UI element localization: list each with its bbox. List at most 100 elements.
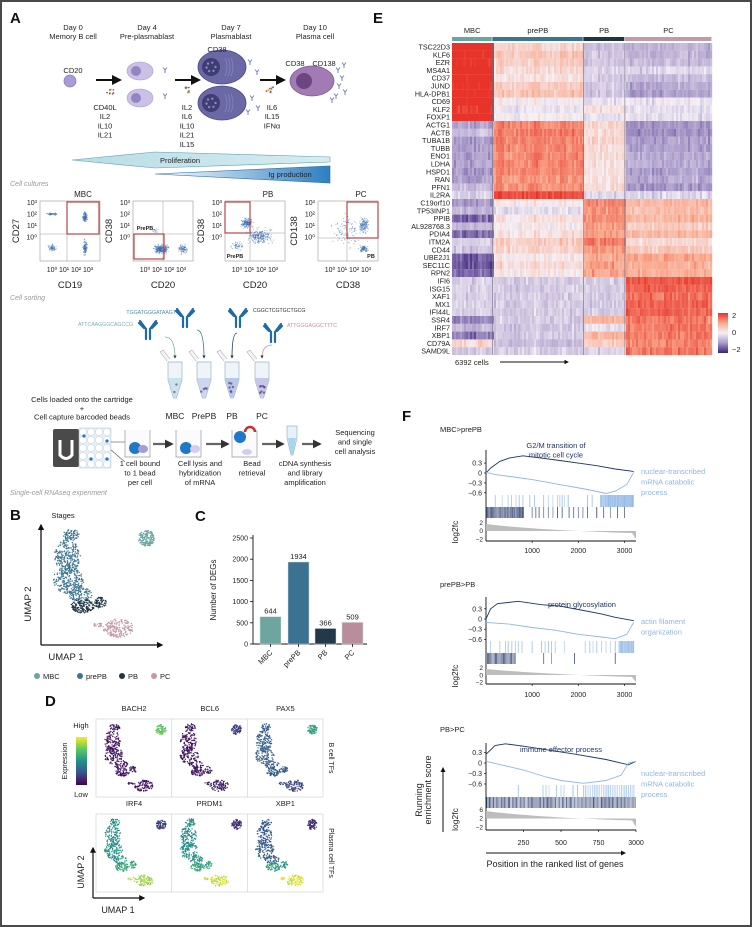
umap-point — [65, 569, 67, 571]
flow-event-dot — [81, 246, 84, 249]
flow-event-dot — [185, 251, 188, 253]
umap-point — [218, 783, 221, 785]
flow-event-dot — [266, 238, 268, 240]
umap-point — [288, 781, 290, 783]
flow-event-dot — [157, 243, 159, 245]
umap-point — [191, 772, 193, 774]
umap-point — [146, 783, 148, 785]
umap-point — [200, 767, 202, 769]
umap-point — [126, 621, 129, 623]
umap-point — [188, 725, 191, 727]
umap-point — [73, 602, 76, 604]
umap-point — [192, 752, 195, 755]
flow-event-dot — [354, 239, 356, 242]
umap-point — [189, 742, 192, 744]
umap-point — [70, 588, 73, 590]
flow-event-dot — [155, 252, 157, 254]
umap-point — [78, 579, 81, 581]
umap-point — [73, 531, 75, 533]
umap-point — [141, 531, 143, 534]
umap-point — [113, 628, 116, 630]
flow-event-dot — [85, 221, 87, 223]
umap-point — [115, 620, 117, 622]
flow-event-dot — [237, 244, 239, 246]
umap-point — [115, 628, 117, 630]
umap-point — [114, 747, 116, 750]
umap-point — [217, 790, 220, 792]
umap-point — [186, 761, 189, 763]
umap-point — [106, 743, 108, 745]
umap-point — [63, 550, 66, 552]
umap-point — [115, 630, 118, 633]
x-axis-label: CD19 — [58, 280, 82, 291]
umap-point — [144, 780, 146, 783]
umap-point — [297, 779, 299, 781]
umap-point — [143, 536, 146, 539]
umap-point — [192, 729, 194, 732]
cytokine-icon — [269, 91, 272, 93]
y-tick-label: 1000 — [232, 599, 248, 606]
flow-event-dot — [85, 247, 87, 249]
umap-point — [198, 774, 201, 777]
umap-point — [151, 782, 153, 784]
flow-event-dot — [343, 228, 345, 230]
flow-event-dot — [260, 237, 262, 239]
umap-point — [58, 578, 60, 581]
umap-point — [270, 750, 272, 752]
flow-event-dot — [253, 238, 255, 240]
cytokine-label: IL6 — [267, 103, 277, 112]
umap-point — [147, 533, 149, 535]
panel-label-a: A — [10, 10, 21, 27]
umap-point — [150, 537, 153, 539]
umap-point — [149, 542, 151, 544]
flow-event-dot — [264, 241, 266, 243]
umap-point — [120, 749, 122, 751]
umap-point — [81, 580, 84, 582]
flow-event-dot — [253, 234, 255, 236]
flow-event-dot — [235, 246, 237, 248]
antibody-icon — [247, 59, 253, 65]
flow-event-dot — [47, 245, 50, 247]
bead-well — [87, 436, 95, 444]
umap-point — [262, 725, 264, 728]
chromatin-icon — [205, 102, 208, 105]
umap-point — [226, 782, 228, 784]
flow-event-dot — [337, 234, 339, 236]
flow-event-dot — [161, 248, 163, 250]
umap-point — [96, 598, 98, 600]
umap-point — [119, 752, 121, 755]
umap-point — [107, 741, 109, 743]
umap-point — [269, 743, 272, 745]
umap-point — [142, 779, 144, 781]
flow-event-dot — [254, 242, 256, 244]
flow-event-dot — [252, 234, 254, 236]
umap-point — [75, 593, 77, 595]
umap-point — [116, 760, 118, 762]
umap-point — [109, 751, 112, 754]
umap-point — [117, 752, 120, 755]
flow-event-dot — [251, 223, 253, 225]
flow-event-dot — [243, 225, 246, 227]
umap-point — [261, 728, 264, 730]
umap-point — [208, 766, 211, 769]
bead-well — [103, 460, 111, 468]
umap-point — [287, 785, 289, 788]
umap-point — [190, 758, 193, 760]
umap-point — [145, 787, 148, 789]
umap-point — [70, 597, 73, 599]
flow-event-dot — [267, 233, 269, 235]
umap-point — [126, 634, 128, 636]
x-tick-label: 10³ — [361, 267, 372, 274]
umap-point — [57, 584, 59, 587]
umap-point — [279, 771, 282, 773]
umap-point — [118, 630, 120, 632]
flow-event-dot — [338, 230, 340, 232]
umap-point — [257, 738, 259, 740]
umap-point — [191, 739, 193, 742]
umap-point — [266, 764, 268, 767]
umap-point — [156, 728, 158, 730]
flow-event-dot — [260, 234, 262, 236]
flow-event-dot — [361, 251, 363, 253]
flow-event-dot — [256, 229, 258, 231]
cytokine-label: IL2 — [182, 103, 192, 112]
